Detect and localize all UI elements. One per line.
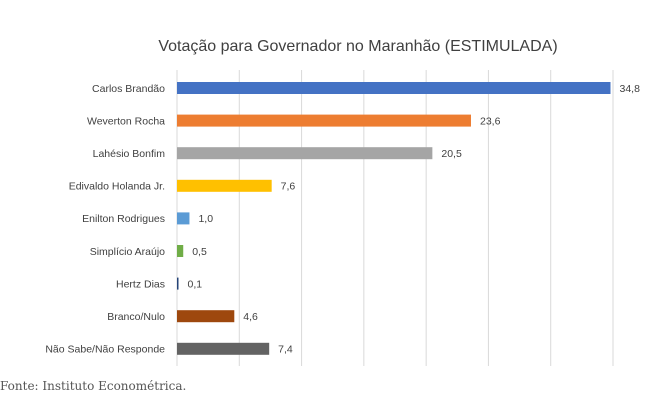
bar: [177, 245, 184, 257]
category-label: Lahésio Bonfim: [93, 148, 166, 160]
data-label: 7,4: [278, 344, 293, 356]
bar-chart: Votação para Governador no Maranhão (EST…: [45, 38, 641, 366]
data-label: 20,5: [441, 148, 462, 160]
bar: [177, 147, 433, 160]
value-labels: 34,8 23,6 20,5 7,6 1,0 0,5 0,1 4,6 7,4: [188, 83, 641, 356]
bar: [177, 114, 471, 127]
data-label: 0,5: [192, 246, 207, 258]
data-label: 23,6: [480, 115, 501, 127]
category-labels: Carlos Brandão Weverton Rocha Lahésio Bonf…: [45, 83, 165, 356]
bar: [177, 212, 190, 225]
category-label: Weverton Rocha: [87, 115, 165, 127]
data-label: 7,6: [281, 181, 296, 193]
category-label: Simplício Araújo: [90, 246, 165, 258]
bar: [177, 277, 179, 290]
data-label: 1,0: [198, 213, 213, 225]
chart-title: Votação para Governador no Maranhão (EST…: [158, 38, 557, 55]
bar: [177, 179, 272, 192]
data-label: 0,1: [188, 278, 203, 290]
data-label: 4,6: [243, 311, 258, 323]
category-label: Enilton Rodrigues: [82, 213, 165, 225]
bar: [177, 82, 611, 94]
bar: [177, 342, 270, 355]
category-label: Hertz Dias: [116, 278, 165, 290]
source-note: Fonte: Instituto Econométrica.: [0, 379, 187, 393]
category-label: Carlos Brandão: [92, 83, 165, 95]
category-label: Edivaldo Holanda Jr.: [69, 181, 165, 193]
category-label: Branco/Nulo: [107, 311, 165, 323]
bar: [177, 310, 235, 323]
data-label: 34,8: [620, 83, 641, 95]
bars: [177, 82, 611, 355]
category-label: Não Sabe/Não Responde: [45, 344, 165, 356]
